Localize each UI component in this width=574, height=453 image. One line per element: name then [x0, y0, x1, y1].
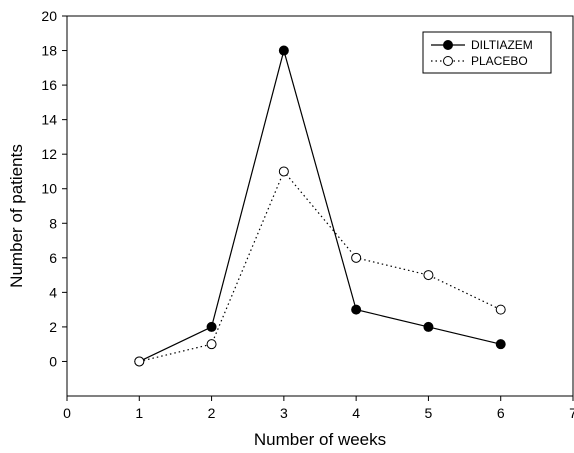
data-point-diltiazem [495, 339, 506, 350]
y-axis-title: Number of patients [7, 144, 26, 288]
y-tick-label: 18 [41, 43, 57, 59]
data-point-placebo [206, 339, 217, 350]
data-point-placebo [134, 356, 145, 367]
x-tick-label: 3 [280, 405, 288, 421]
y-tick-label: 2 [49, 319, 57, 335]
y-tick-label: 12 [41, 146, 57, 162]
series-line-placebo [139, 170, 501, 363]
legend-box [422, 31, 552, 74]
y-tick-label: 20 [41, 8, 57, 24]
x-tick-label: 2 [208, 405, 216, 421]
data-point-placebo [495, 304, 506, 315]
data-point-diltiazem [423, 321, 434, 332]
data-point-diltiazem [278, 45, 289, 56]
y-tick-label: 0 [49, 353, 57, 369]
x-tick-label: 7 [569, 405, 574, 421]
y-tick-label: 14 [41, 112, 57, 128]
y-tick-label: 4 [49, 284, 57, 300]
legend-label-placebo: PLACEBO [471, 54, 528, 68]
legend: DILTIAZEM PLACEBO [422, 31, 552, 74]
x-tick-label: 6 [497, 405, 505, 421]
data-point-placebo [423, 270, 434, 281]
plot-frame [66, 15, 574, 397]
data-point-placebo [351, 252, 362, 263]
series-line-diltiazem [139, 48, 501, 362]
data-point-diltiazem [206, 321, 217, 332]
legend-marker-placebo [443, 56, 453, 66]
series-layer [134, 45, 506, 367]
data-point-diltiazem [351, 304, 362, 315]
y-tick-label: 6 [49, 250, 57, 266]
legend-marker-diltiazem [443, 40, 453, 50]
x-tick-label: 4 [352, 405, 360, 421]
x-tick-label: 5 [425, 405, 433, 421]
x-tick-label: 0 [63, 405, 71, 421]
y-tick-label: 16 [41, 77, 57, 93]
y-tick-label: 8 [49, 215, 57, 231]
legend-label-diltiazem: DILTIAZEM [471, 38, 533, 52]
y-tick-label: 10 [41, 181, 57, 197]
data-point-placebo [278, 166, 289, 177]
x-axis-title: Number of weeks [254, 430, 386, 449]
x-tick-label: 1 [135, 405, 143, 421]
